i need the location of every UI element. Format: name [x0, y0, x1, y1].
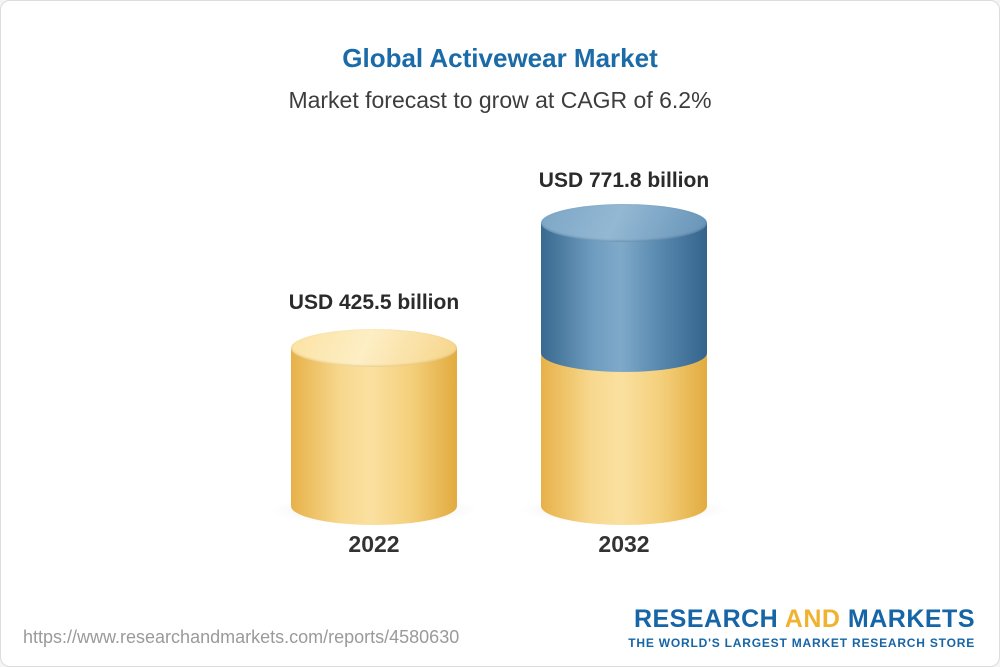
- bar-2022-year-label: 2022: [348, 531, 400, 557]
- bar-2022-value-label: USD 425.5 billion: [288, 291, 460, 314]
- bar-2032-growth-body: [541, 223, 707, 353]
- logo-tagline: THE WORLD'S LARGEST MARKET RESEARCH STOR…: [628, 636, 975, 650]
- logo-wordmark: RESEARCH AND MARKETS: [628, 604, 975, 634]
- bar-2032-base-body: [541, 353, 707, 506]
- logo-word-markets: MARKETS: [847, 604, 975, 633]
- bar-2022: USD 425.5 billion 2022: [269, 1, 479, 666]
- bar-2032-year-label: 2032: [598, 531, 650, 557]
- bar-2022-cylinder-top: [291, 329, 457, 367]
- logo-word-research: RESEARCH: [633, 604, 779, 633]
- bar-2032-cylinder-top: [541, 204, 707, 242]
- bar-2032-value-label: USD 771.8 billion: [538, 169, 710, 192]
- chart-subtitle: Market forecast to grow at CAGR of 6.2%: [288, 87, 712, 113]
- source-url-link[interactable]: https://www.researchandmarkets.com/repor…: [23, 627, 460, 647]
- logo-word-and: AND: [784, 604, 841, 633]
- bar-2022-cylinder-body: [291, 348, 457, 506]
- bar-2032: USD 771.8 billion 2032: [519, 1, 729, 666]
- research-and-markets-logo: RESEARCH AND MARKETS THE WORLD'S LARGEST…: [628, 604, 975, 650]
- chart-title: Global Activewear Market: [342, 43, 658, 73]
